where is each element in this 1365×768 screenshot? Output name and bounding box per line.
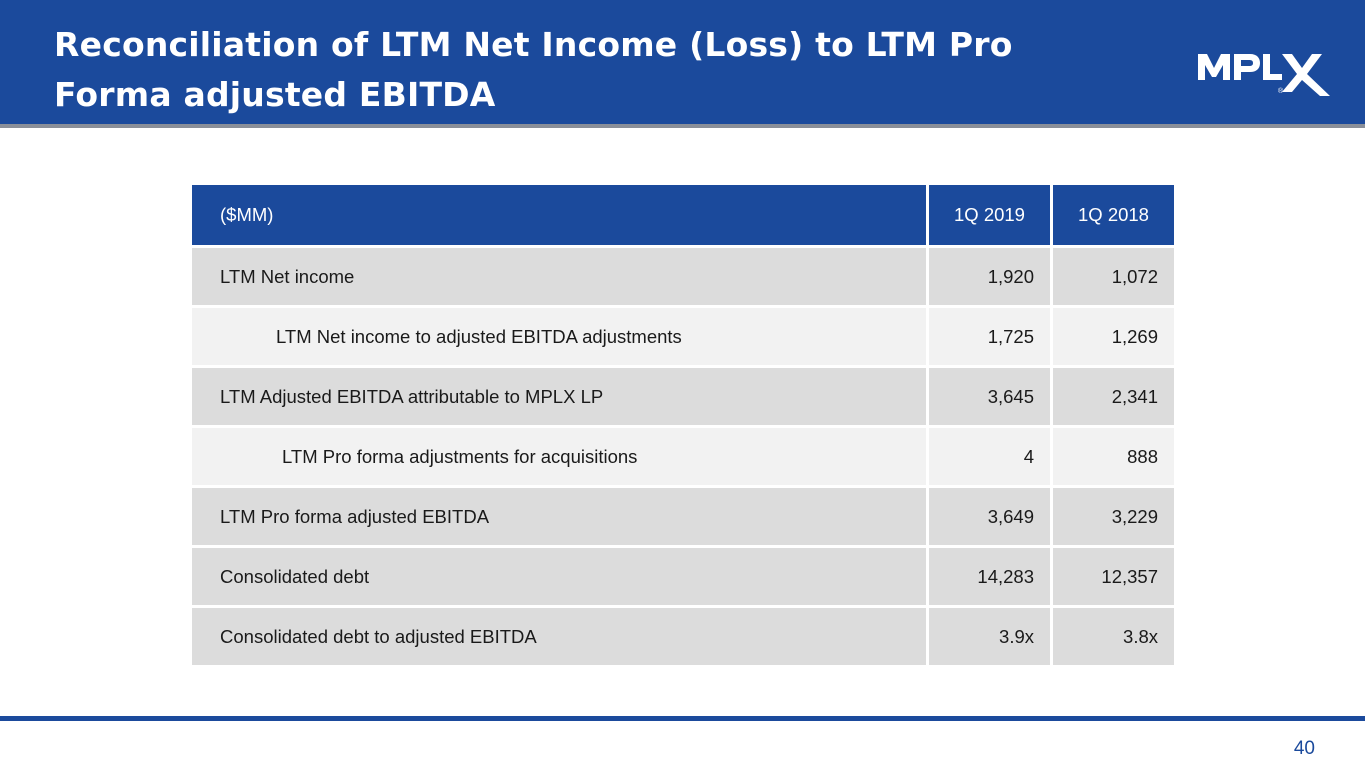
- reconciliation-table: ($MM) 1Q 2019 1Q 2018 LTM Net income 1,9…: [192, 185, 1174, 668]
- row-value-1q2018: 12,357: [1050, 548, 1174, 608]
- table-row: LTM Adjusted EBITDA attributable to MPLX…: [192, 368, 1174, 428]
- footer-divider: [0, 716, 1365, 721]
- svg-text:®: ®: [1278, 87, 1284, 95]
- column-header-label: ($MM): [192, 185, 926, 248]
- table-row: LTM Net income to adjusted EBITDA adjust…: [192, 308, 1174, 368]
- row-label: Consolidated debt: [192, 548, 926, 608]
- row-label: LTM Adjusted EBITDA attributable to MPLX…: [192, 368, 926, 428]
- mplx-logo: ®: [1198, 54, 1330, 96]
- header-divider: [0, 124, 1365, 128]
- row-value-1q2019: 1,725: [926, 308, 1050, 368]
- table-row: LTM Net income 1,920 1,072: [192, 248, 1174, 308]
- row-value-1q2018: 1,072: [1050, 248, 1174, 308]
- row-value-1q2019: 3,649: [926, 488, 1050, 548]
- table-header-row: ($MM) 1Q 2019 1Q 2018: [192, 185, 1174, 248]
- page-number: 40: [1293, 738, 1315, 759]
- column-header-1q2019: 1Q 2019: [926, 185, 1050, 248]
- row-value-1q2019: 3.9x: [926, 608, 1050, 668]
- table-row: Consolidated debt 14,283 12,357: [192, 548, 1174, 608]
- row-value-1q2019: 1,920: [926, 248, 1050, 308]
- table-row: Consolidated debt to adjusted EBITDA 3.9…: [192, 608, 1174, 668]
- table-row: LTM Pro forma adjustments for acquisitio…: [192, 428, 1174, 488]
- row-value-1q2019: 4: [926, 428, 1050, 488]
- table-row: LTM Pro forma adjusted EBITDA 3,649 3,22…: [192, 488, 1174, 548]
- row-value-1q2018: 1,269: [1050, 308, 1174, 368]
- row-value-1q2018: 2,341: [1050, 368, 1174, 428]
- row-value-1q2018: 3,229: [1050, 488, 1174, 548]
- row-value-1q2018: 888: [1050, 428, 1174, 488]
- slide-header: Reconciliation of LTM Net Income (Loss) …: [0, 0, 1365, 124]
- row-value-1q2019: 14,283: [926, 548, 1050, 608]
- row-label: LTM Net income: [192, 248, 926, 308]
- row-label: LTM Net income to adjusted EBITDA adjust…: [192, 308, 926, 368]
- row-label: LTM Pro forma adjusted EBITDA: [192, 488, 926, 548]
- row-label: Consolidated debt to adjusted EBITDA: [192, 608, 926, 668]
- row-value-1q2019: 3,645: [926, 368, 1050, 428]
- reconciliation-table-wrapper: ($MM) 1Q 2019 1Q 2018 LTM Net income 1,9…: [192, 185, 1174, 668]
- row-label: LTM Pro forma adjustments for acquisitio…: [192, 428, 926, 488]
- row-value-1q2018: 3.8x: [1050, 608, 1174, 668]
- slide-title: Reconciliation of LTM Net Income (Loss) …: [54, 25, 1013, 114]
- column-header-1q2018: 1Q 2018: [1050, 185, 1174, 248]
